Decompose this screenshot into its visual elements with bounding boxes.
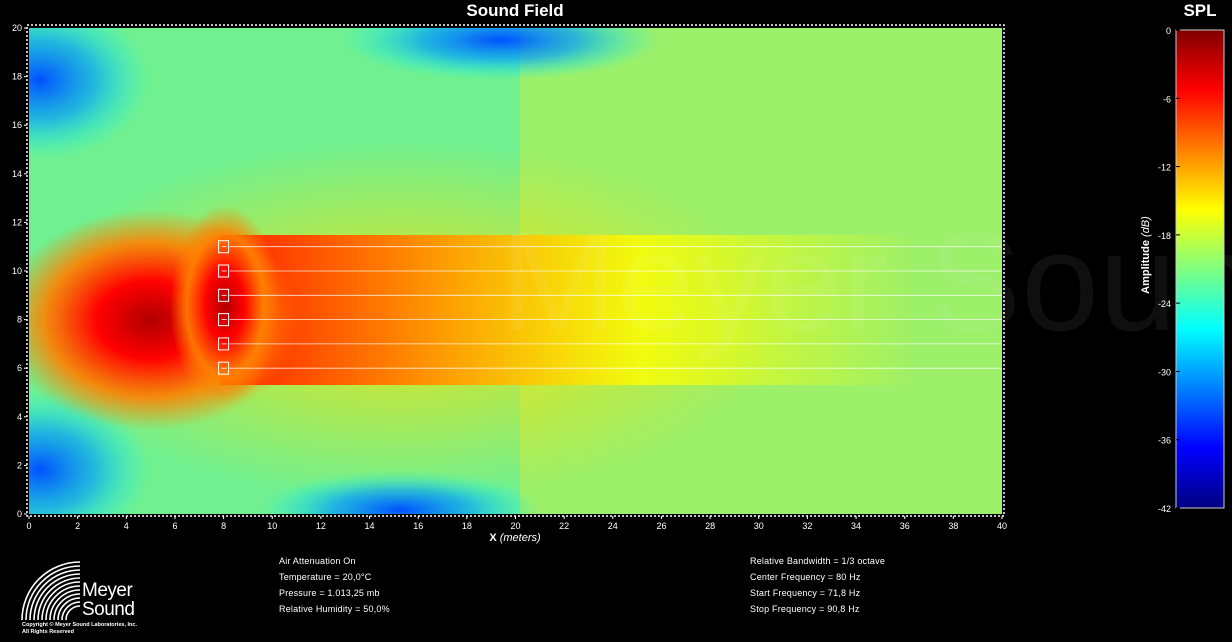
- center-frequency-text: Center Frequency = 80 Hz: [750, 572, 861, 582]
- colorbar-tick-label: -12: [1158, 163, 1171, 173]
- source-marker: [218, 240, 230, 254]
- stop-frequency-text: Stop Frequency = 90,8 Hz: [750, 604, 860, 614]
- temperature-text: Temperature = 20,0°C: [279, 572, 372, 582]
- y-tick-label: 4: [17, 412, 22, 422]
- colorbar-tick-label: -42: [1158, 504, 1171, 514]
- colorbar-tick-label: -6: [1163, 94, 1171, 104]
- source-marker: [218, 288, 230, 302]
- y-tick-label: 12: [12, 217, 22, 227]
- sound-field-heatmap: [29, 28, 1002, 514]
- x-axis: 0 2 4 6 8 10 12 14 16 18 20 22 24 26 28 30 32 34 36 38 40: [26, 516, 1007, 531]
- x-tick-label: 14: [365, 521, 375, 531]
- x-tick-label: 28: [705, 521, 715, 531]
- source-marker: [218, 361, 230, 375]
- y-tick-label: 16: [12, 120, 22, 130]
- colorbar-tick-label: -18: [1158, 231, 1171, 241]
- y-tick-label: 8: [17, 315, 22, 325]
- source-marker: [218, 313, 230, 327]
- sound-field-chart: Meyer Sound 0246810121416182022242628303…: [12, 23, 1232, 544]
- y-tick-label: 0: [17, 509, 22, 519]
- beam-lines: [229, 246, 1002, 369]
- colorbar-tick-label: -24: [1158, 299, 1171, 309]
- watermark-text: Meyer Sound: [500, 203, 1232, 360]
- source-marker: [218, 264, 230, 278]
- x-tick-label: 36: [900, 521, 910, 531]
- air-attenuation-text: Air Attenuation On: [279, 556, 356, 566]
- x-tick-label: 16: [413, 521, 423, 531]
- colorbar-tick-label: 0: [1166, 26, 1171, 36]
- environment-info: Air Attenuation On Temperature = 20,0°C …: [279, 553, 390, 617]
- x-tick-label: 40: [997, 521, 1007, 531]
- pressure-text: Pressure = 1.013,25 mb: [279, 588, 380, 598]
- source-markers: [218, 240, 230, 375]
- frequency-info: Relative Bandwidth = 1/3 octave Center F…: [750, 553, 885, 617]
- y-tick-label: 14: [12, 169, 22, 179]
- x-tick-label: 22: [559, 521, 569, 531]
- colorbar-tick-label: -36: [1158, 436, 1171, 446]
- colorbar-tick-label: -30: [1158, 367, 1171, 377]
- x-tick-label: 2: [75, 521, 80, 531]
- colorbar: [1175, 29, 1225, 509]
- x-tick-label: 20: [510, 521, 520, 531]
- y-tick-label: 6: [17, 363, 22, 373]
- x-tick-label: 34: [851, 521, 861, 531]
- y-axis: 0 2 4 6 8 10 12 14 16 18 20: [12, 23, 27, 519]
- colorbar-ticks: 0 -6 -12 -18 -24 -30 -36 -42: [1158, 26, 1180, 514]
- x-tick-label: 18: [462, 521, 472, 531]
- x-tick-label: 32: [802, 521, 812, 531]
- x-tick-label: 24: [608, 521, 618, 531]
- copyright-text: Copyright © Meyer Sound Laboratories, In…: [22, 622, 137, 635]
- meyer-logo-icon: [21, 561, 81, 621]
- colorbar-label: Amplitude (dB): [1140, 216, 1152, 294]
- x-tick-label: 6: [172, 521, 177, 531]
- x-tick-label: 38: [948, 521, 958, 531]
- x-tick-label: 0: [26, 521, 31, 531]
- y-tick-label: 20: [12, 23, 22, 33]
- x-tick-label: 10: [267, 521, 277, 531]
- logo-text: Meyer Sound: [82, 580, 135, 620]
- x-axis-label: X (meters): [489, 532, 541, 544]
- x-tick-label: 12: [316, 521, 326, 531]
- y-tick-label: 2: [17, 460, 22, 470]
- colorbar-title: SPL: [1183, 1, 1217, 20]
- x-tick-label: 4: [124, 521, 129, 531]
- humidity-text: Relative Humidity = 50,0%: [279, 604, 390, 614]
- source-marker: [218, 337, 230, 351]
- bandwidth-text: Relative Bandwidth = 1/3 octave: [750, 556, 886, 566]
- x-tick-label: 30: [754, 521, 764, 531]
- x-tick-label: 26: [656, 521, 666, 531]
- y-tick-label: 18: [12, 72, 22, 82]
- x-tick-label: 8: [221, 521, 226, 531]
- y-tick-label: 10: [12, 266, 22, 276]
- start-frequency-text: Start Frequency = 71,8 Hz: [750, 588, 861, 598]
- chart-title: Sound Field: [466, 1, 564, 20]
